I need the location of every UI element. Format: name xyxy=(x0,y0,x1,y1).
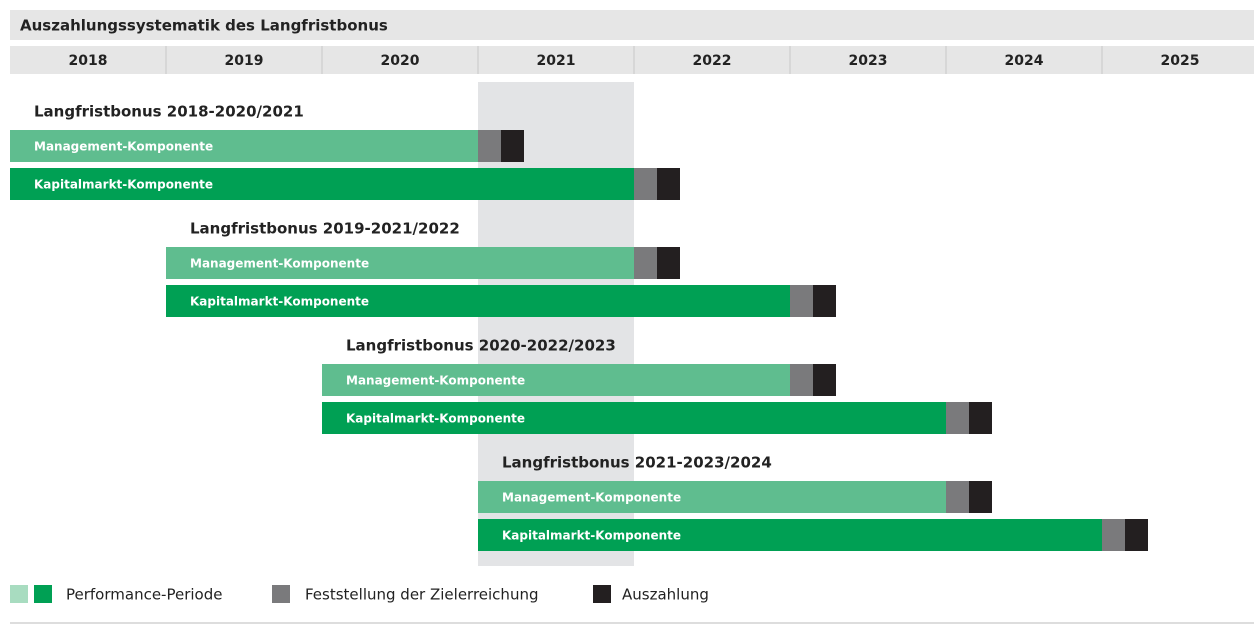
performance-bar xyxy=(322,364,790,396)
performance-bar xyxy=(478,481,946,513)
payout-segment xyxy=(969,481,992,513)
performance-bar xyxy=(478,519,1102,551)
payout-segment xyxy=(657,168,680,200)
performance-bar xyxy=(322,402,946,434)
legend-label: Auszahlung xyxy=(622,586,709,604)
component-label: Kapitalmarkt-Komponente xyxy=(502,529,681,543)
component-label: Kapitalmarkt-Komponente xyxy=(346,412,525,426)
legend-swatch xyxy=(272,585,290,603)
payout-segment xyxy=(501,130,524,162)
legend-swatch xyxy=(593,585,611,603)
group-title: Langfristbonus 2018-2020/2021 xyxy=(34,103,304,121)
assessment-segment xyxy=(634,168,657,200)
component-label: Management-Komponente xyxy=(346,374,525,388)
payout-segment xyxy=(969,402,992,434)
year-label: 2020 xyxy=(381,53,420,69)
year-label: 2018 xyxy=(69,53,108,69)
legend-swatch xyxy=(34,585,52,603)
component-label: Management-Komponente xyxy=(190,257,369,271)
performance-bar xyxy=(166,285,790,317)
performance-bar xyxy=(10,168,634,200)
assessment-segment xyxy=(1102,519,1125,551)
title-bar xyxy=(10,10,1254,40)
year-label: 2023 xyxy=(849,53,888,69)
assessment-segment xyxy=(634,247,657,279)
title: Auszahlungssystematik des Langfristbonus xyxy=(20,17,388,35)
component-label: Kapitalmarkt-Komponente xyxy=(34,178,213,192)
group-title: Langfristbonus 2020-2022/2023 xyxy=(346,337,616,355)
payout-segment xyxy=(813,285,836,317)
performance-bar xyxy=(166,247,634,279)
assessment-segment xyxy=(946,402,969,434)
component-label: Management-Komponente xyxy=(502,491,681,505)
legend-swatch xyxy=(10,585,28,603)
year-label: 2024 xyxy=(1005,53,1044,69)
year-label: 2019 xyxy=(225,53,264,69)
group-title: Langfristbonus 2019-2021/2022 xyxy=(190,220,460,238)
assessment-segment xyxy=(946,481,969,513)
component-label: Kapitalmarkt-Komponente xyxy=(190,295,369,309)
payout-segment xyxy=(813,364,836,396)
assessment-segment xyxy=(478,130,501,162)
assessment-segment xyxy=(790,364,813,396)
payout-segment xyxy=(657,247,680,279)
legend-label: Feststellung der Zielerreichung xyxy=(305,586,538,604)
year-label: 2025 xyxy=(1161,53,1200,69)
performance-bar xyxy=(10,130,478,162)
legend-label: Performance-Periode xyxy=(66,586,222,604)
component-label: Management-Komponente xyxy=(34,140,213,154)
year-label: 2022 xyxy=(693,53,732,69)
year-label: 2021 xyxy=(537,53,576,69)
payout-segment xyxy=(1125,519,1148,551)
group-title: Langfristbonus 2021-2023/2024 xyxy=(502,454,772,472)
year-header xyxy=(10,46,1254,74)
assessment-segment xyxy=(790,285,813,317)
